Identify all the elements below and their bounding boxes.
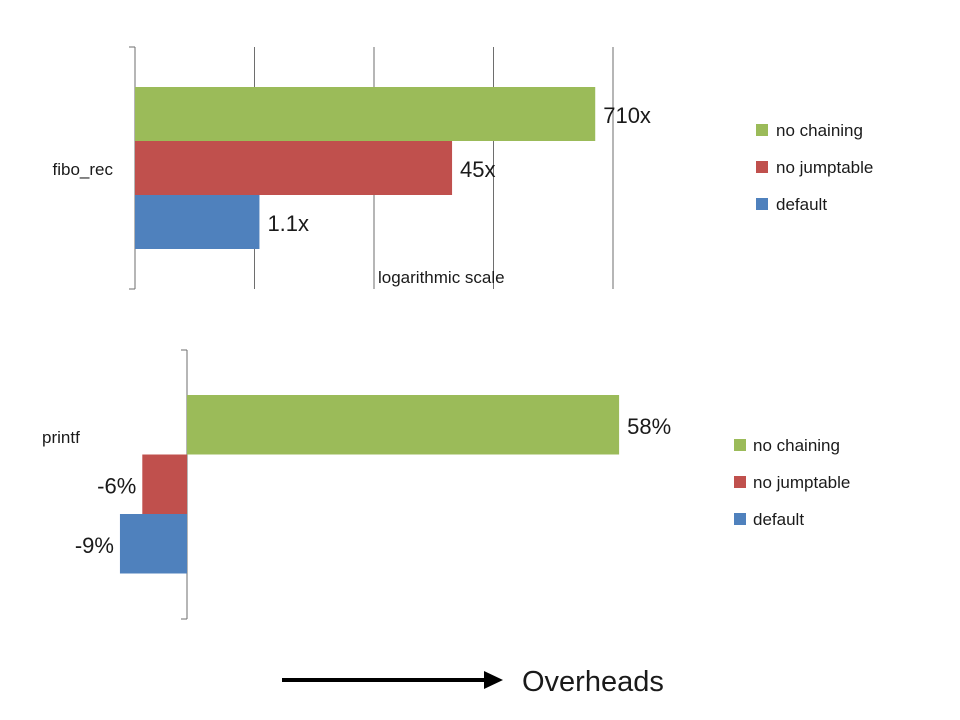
- bar: [119, 514, 187, 574]
- data-label: -9%: [75, 533, 114, 558]
- category-label: printf: [42, 428, 80, 447]
- legend-swatch: [756, 124, 768, 136]
- legend-swatch: [734, 476, 746, 488]
- bar: [187, 395, 620, 455]
- data-label: 710x: [603, 103, 651, 128]
- legend-label: no chaining: [753, 436, 840, 455]
- right-arrow-icon-head: [484, 671, 503, 689]
- bar: [135, 87, 596, 141]
- legend-swatch: [756, 198, 768, 210]
- data-label: 58%: [627, 414, 671, 439]
- data-label: 1.1x: [267, 211, 309, 236]
- bar: [135, 141, 453, 195]
- scale-annotation: logarithmic scale: [378, 268, 505, 287]
- overheads-label: Overheads: [522, 666, 664, 698]
- legend-label: no chaining: [776, 121, 863, 140]
- data-label: 45x: [460, 157, 495, 182]
- legend-swatch: [734, 513, 746, 525]
- bar: [142, 454, 187, 514]
- category-label: fibo_rec: [53, 160, 114, 179]
- bar: [135, 195, 260, 249]
- legend-swatch: [734, 439, 746, 451]
- legend-label: no jumptable: [753, 473, 850, 492]
- legend-label: no jumptable: [776, 158, 873, 177]
- legend-label: default: [776, 195, 827, 214]
- legend-label: default: [753, 510, 804, 529]
- data-label: -6%: [97, 473, 136, 498]
- legend-swatch: [756, 161, 768, 173]
